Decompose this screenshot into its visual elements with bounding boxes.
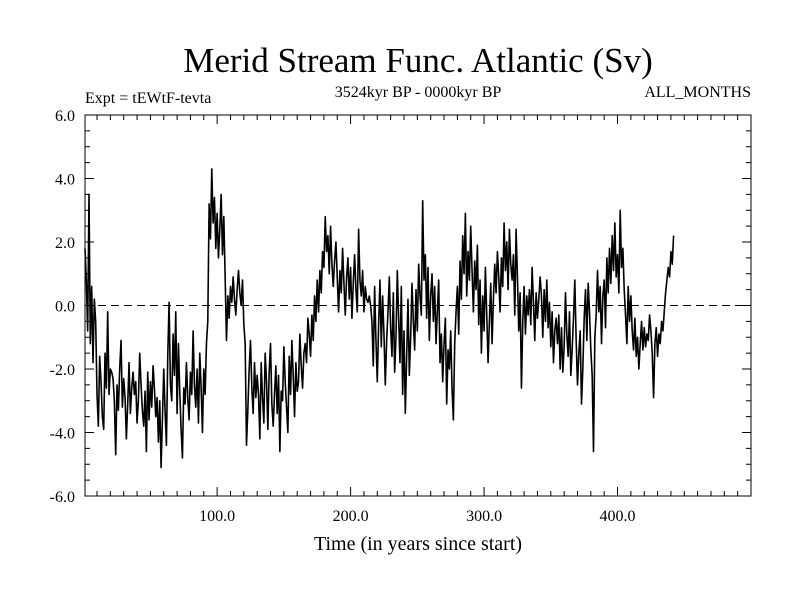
chart-subtitle-left: Expt = tEWtF-tevta [85, 90, 211, 107]
x-tick-label: 200.0 [333, 508, 369, 525]
x-axis-label: Time (in years since start) [314, 533, 522, 555]
chart-title: Merid Stream Func. Atlantic (Sv) [183, 41, 653, 80]
y-tick-label: 0.0 [55, 299, 75, 316]
y-axis: -6.0 -4.0 -2.0 0.0 2.0 4.0 6.0 [50, 108, 751, 506]
y-tick-label: -4.0 [50, 426, 75, 443]
x-tick-label: 400.0 [600, 508, 636, 525]
x-axis: 100.0 200.0 300.0 400.0 [96, 115, 739, 525]
y-tick-label: -6.0 [50, 489, 75, 506]
x-tick-label: 100.0 [199, 508, 235, 525]
chart-subtitle-right: ALL_MONTHS [644, 84, 751, 101]
y-tick-label: 2.0 [55, 235, 75, 252]
y-tick-label: -2.0 [50, 362, 75, 379]
y-tick-label: 6.0 [55, 108, 75, 125]
series-line [84, 168, 675, 469]
chart-subtitle-center: 3524kyr BP - 0000kyr BP [335, 84, 502, 101]
x-tick-label: 300.0 [466, 508, 502, 525]
y-tick-label: 4.0 [55, 172, 75, 189]
